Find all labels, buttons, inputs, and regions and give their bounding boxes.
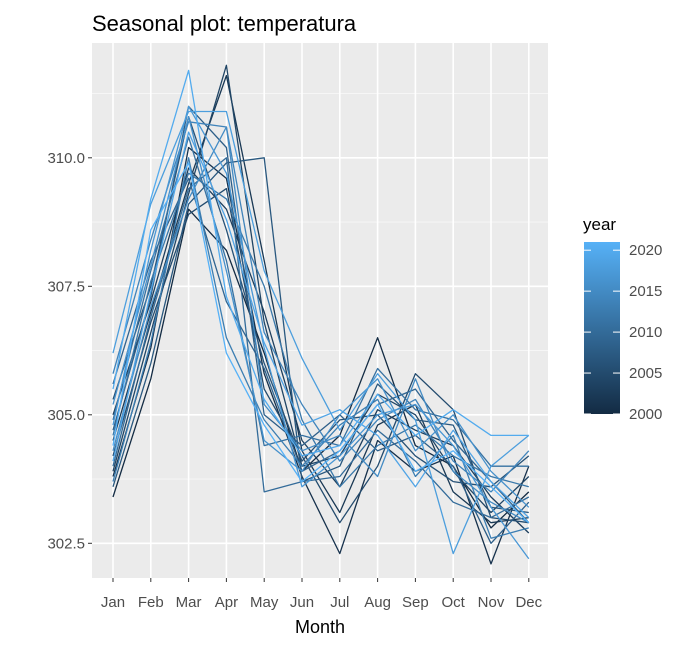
y-tick-label: 305.0 [47, 407, 85, 424]
series-line-2013 [112, 157, 529, 539]
series-line-2010 [112, 157, 530, 519]
legend: year 2020 2015 2010 2005 2000 [583, 215, 662, 423]
y-axis: 302.5 305.0 307.5 310.0 [47, 150, 92, 552]
x-tick-label: Aug [364, 594, 391, 611]
legend-label: 2015 [629, 283, 662, 300]
series-lines [112, 64, 530, 565]
x-tick-label: Dec [515, 594, 542, 611]
x-tick-label: Sep [402, 594, 429, 611]
x-tick-label: Mar [176, 594, 202, 611]
series-line-2019 [112, 131, 530, 519]
x-tick-label: Jul [330, 594, 349, 611]
series-line-2021 [112, 162, 530, 524]
series-line-2020 [112, 69, 529, 457]
legend-colorbar [584, 242, 620, 414]
legend-label: 2010 [629, 324, 662, 341]
legend-label: 2005 [629, 365, 662, 382]
x-axis: Jan Feb Mar Apr May Jun Jul Aug Sep Oct Nov Dec [101, 578, 543, 611]
x-tick-label: Jan [101, 594, 125, 611]
x-tick-label: Feb [138, 594, 164, 611]
x-axis-title: Month [295, 617, 345, 637]
y-tick-label: 307.5 [47, 278, 85, 295]
series-line-2001 [112, 146, 530, 565]
y-tick-label: 302.5 [47, 535, 85, 552]
x-tick-label: Jun [290, 594, 314, 611]
x-tick-label: Nov [478, 594, 505, 611]
legend-label: 2000 [629, 406, 662, 423]
y-tick-label: 310.0 [47, 150, 85, 167]
x-tick-label: Apr [215, 594, 238, 611]
series-line-2016 [112, 116, 530, 508]
x-tick-label: May [250, 594, 279, 611]
legend-title: year [583, 215, 616, 234]
x-tick-label: Oct [442, 594, 466, 611]
series-line-2017 [112, 105, 530, 560]
legend-label: 2020 [629, 242, 662, 259]
chart-title: Seasonal plot: temperatura [92, 11, 357, 36]
plot-panel [92, 43, 548, 578]
series-line-2018 [112, 110, 530, 555]
series-line-2002 [112, 74, 529, 524]
series-line-2008 [112, 105, 530, 544]
